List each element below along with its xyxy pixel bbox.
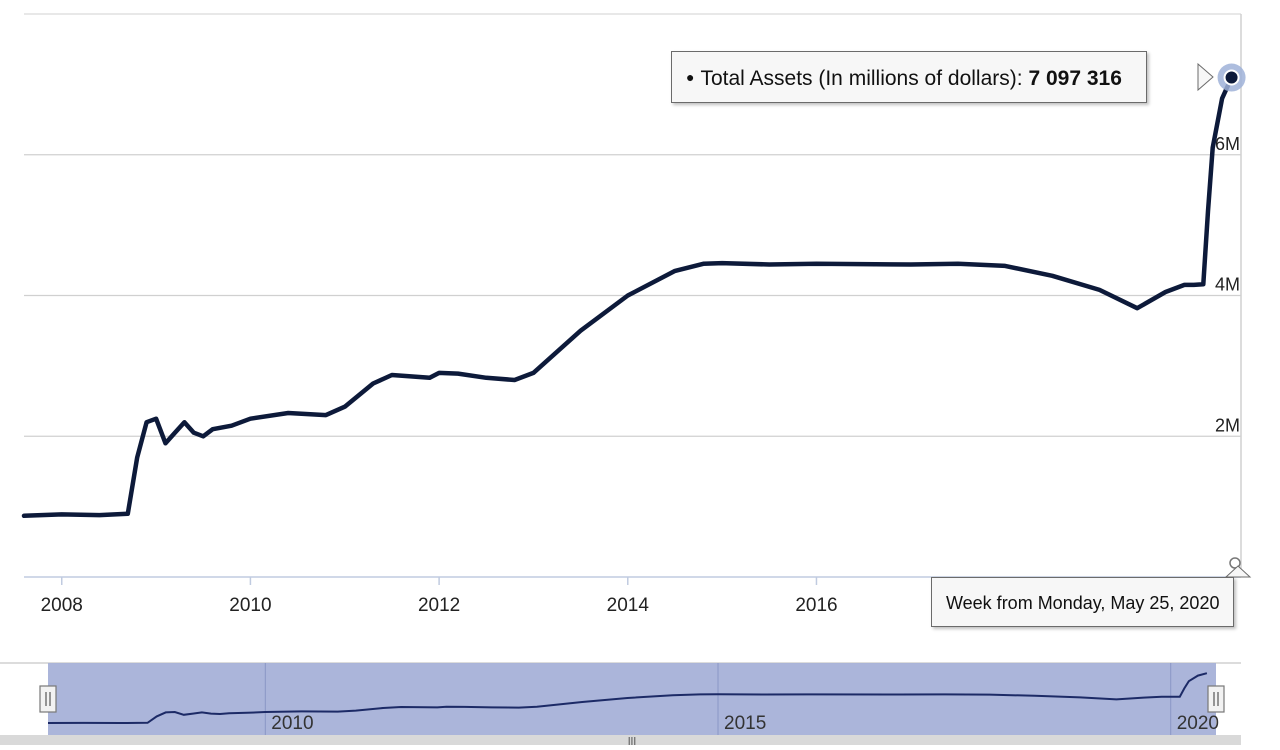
x-axis: 2008 2010 2012 2014 2016 [24, 576, 1241, 616]
date-tooltip: Week from Monday, May 25, 2020 [931, 577, 1235, 627]
y-tick-label: 2M [1215, 415, 1240, 435]
y-tick-label: 6M [1215, 134, 1240, 154]
navigator-series-line [47, 672, 1208, 725]
axis-hover-marker [1229, 557, 1241, 569]
navigator[interactable]: 2010 2015 2020 ||| [0, 662, 1241, 748]
date-tooltip-pointer-icon [1224, 565, 1252, 578]
navigator-tick-label: 2015 [724, 713, 766, 734]
navigator-right-handle[interactable] [1207, 685, 1225, 713]
x-tick-label: 2010 [229, 595, 271, 616]
x-tick-label: 2016 [795, 595, 837, 616]
tooltip-series-label: Total Assets (In millions of dollars) [700, 67, 1017, 90]
handle-grip-icon [39, 685, 57, 713]
navigator-scrollbar-track [0, 735, 1241, 745]
handle-grip-icon [1207, 685, 1225, 713]
x-tick-label: 2008 [41, 595, 83, 616]
tooltip-separator: : [1016, 67, 1023, 90]
series [21, 62, 1252, 578]
tooltip-date: Week from Monday, May 25, 2020 [946, 593, 1220, 613]
hover-marker-point [1223, 69, 1240, 86]
navigator-left-handle[interactable] [39, 685, 57, 713]
scrollbar-grip-icon: ||| [628, 736, 637, 745]
y-axis: 2M 4M 6M [1215, 134, 1240, 436]
y-tick-label: 4M [1215, 275, 1240, 295]
navigator-selection [48, 663, 1216, 735]
x-tick-label: 2014 [607, 595, 650, 616]
tooltip-value: 7 097 316 [1028, 67, 1122, 90]
value-tooltip: ● Total Assets (In millions of dollars): … [671, 51, 1147, 103]
x-tick-label: 2012 [418, 595, 460, 616]
navigator-tick-label: 2010 [271, 713, 313, 734]
tooltip-pointer-icon [1197, 62, 1214, 92]
series-bullet-icon: ● [686, 69, 695, 85]
navigator-tick-label: 2020 [1177, 713, 1219, 734]
series-line-total-assets [21, 75, 1234, 519]
